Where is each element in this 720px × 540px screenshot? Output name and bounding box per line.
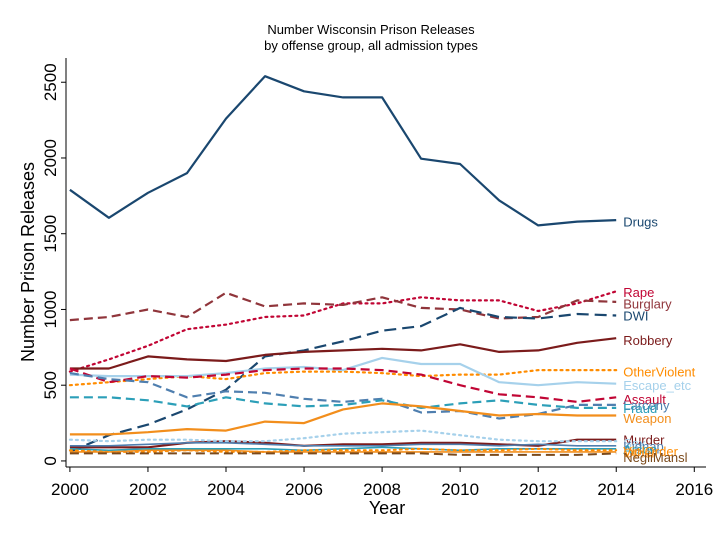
series-line-violorder bbox=[68, 447, 618, 453]
series-line-neglimansl bbox=[69, 452, 617, 456]
chart-title: Number Wisconsin Prison Releases bbox=[267, 22, 475, 37]
chart-subtitle: by offense group, all admission types bbox=[264, 38, 478, 53]
series-line-kidnap bbox=[69, 441, 617, 447]
axes: 0 500 1000 1500 2000 2500 2000 2002 2004 2006 2008… bbox=[41, 58, 713, 499]
series-label-otherviolent: OtherViolent bbox=[623, 365, 695, 380]
x-tick-label: 2008 bbox=[363, 480, 401, 499]
x-tick-label: 2014 bbox=[597, 480, 635, 499]
x-tick-label: 2012 bbox=[519, 480, 557, 499]
series-line-weapon bbox=[69, 402, 617, 436]
x-tick-label: 2000 bbox=[51, 480, 89, 499]
y-axis-label: Number Prison Releases bbox=[18, 162, 38, 362]
x-tick-label: 2016 bbox=[675, 480, 713, 499]
series-label-kidnap: Kidnap bbox=[623, 439, 663, 454]
series-label-arson: Arson bbox=[623, 442, 657, 457]
series-label-sex: Sex bbox=[623, 436, 646, 451]
series-label-robbery: Robbery bbox=[623, 333, 673, 348]
series-label-drugs: Drugs bbox=[623, 215, 658, 230]
series-label-violorder: ViolOrder bbox=[623, 444, 678, 459]
series-label-neglimansl: NegliMansl bbox=[623, 450, 687, 465]
series-label-assault: Assault bbox=[623, 392, 666, 407]
x-tick-label: 2004 bbox=[207, 480, 245, 499]
series-line-drugs bbox=[69, 75, 617, 227]
x-tick-label: 2002 bbox=[129, 480, 167, 499]
series-line-dwi bbox=[69, 306, 617, 453]
series-line-robbery bbox=[69, 337, 617, 370]
series-label-larceny: Larceny bbox=[623, 398, 670, 413]
series-label-weapon: Weapon bbox=[623, 411, 671, 426]
y-tick-label: 1500 bbox=[41, 215, 60, 253]
y-tick-label: 2500 bbox=[41, 63, 60, 101]
series-line-sex bbox=[68, 429, 618, 443]
series-label-murder: Murder bbox=[623, 433, 665, 448]
series-line-other bbox=[69, 449, 617, 453]
series-label-other: Other bbox=[623, 446, 656, 461]
series-label-dwi: DWI bbox=[623, 309, 648, 324]
y-tick-label: 2000 bbox=[41, 139, 60, 177]
series-line-rape bbox=[68, 290, 618, 373]
x-tick-label: 2006 bbox=[285, 480, 323, 499]
series-lines bbox=[68, 75, 618, 456]
y-tick-label: 500 bbox=[41, 371, 60, 399]
series-line-otherviolent bbox=[68, 369, 618, 387]
series-line-fraud bbox=[69, 396, 617, 409]
series-label-fraud: Fraud bbox=[623, 401, 657, 416]
x-tick-label: 2010 bbox=[441, 480, 479, 499]
y-tick-label: 0 bbox=[41, 456, 60, 465]
series-line-escape-etc bbox=[69, 356, 617, 387]
series-label-escape-etc: Escape_etc bbox=[623, 378, 691, 393]
series-label-burglary: Burglary bbox=[623, 296, 672, 311]
x-axis-label: Year bbox=[369, 498, 405, 518]
series-label-rape: Rape bbox=[623, 285, 654, 300]
y-tick-label: 1000 bbox=[41, 291, 60, 329]
